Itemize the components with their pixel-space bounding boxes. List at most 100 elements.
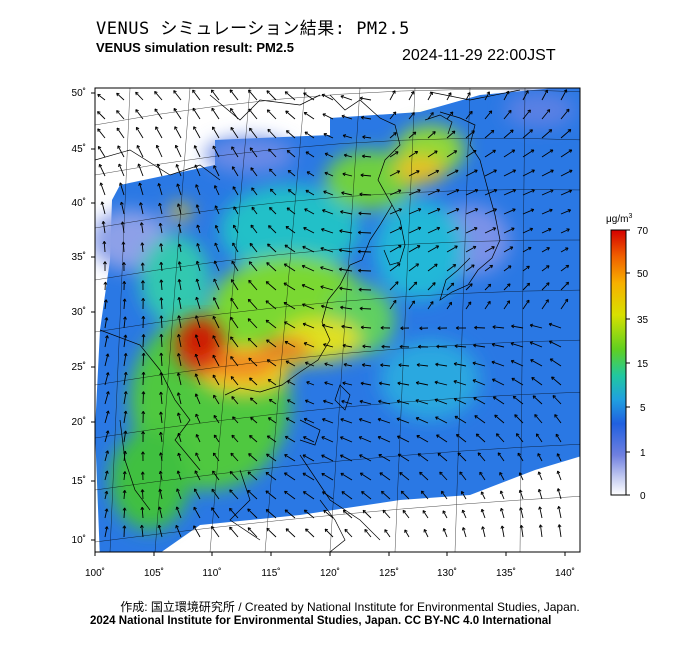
lon-label-125: 125˚ <box>379 567 399 579</box>
wind-arrow <box>122 241 125 253</box>
wind-arrow <box>402 510 410 519</box>
wind-arrowhead <box>437 452 442 457</box>
wind-arrowhead <box>566 228 570 232</box>
wind-arrow <box>484 91 490 101</box>
wind-arrowhead <box>397 189 402 193</box>
wind-arrow <box>320 247 334 253</box>
wind-arrowhead <box>231 260 235 265</box>
wind-arrow <box>511 377 524 386</box>
wind-arrowhead <box>396 417 400 422</box>
wind-arrowhead <box>437 326 441 331</box>
wind-arrowhead <box>413 281 418 286</box>
wind-arrowhead <box>194 315 199 319</box>
wind-arrowhead <box>324 528 329 533</box>
wind-arrowhead <box>123 430 128 434</box>
wind-arrowhead <box>177 333 181 338</box>
wind-arrowhead <box>360 325 364 330</box>
wind-arrowhead <box>475 433 480 438</box>
wind-arrowhead <box>453 397 458 402</box>
wind-arrow <box>303 342 315 348</box>
wind-arrow <box>484 149 496 158</box>
wind-arrow <box>230 452 239 462</box>
wind-arrowhead <box>230 336 234 340</box>
wind-arrow <box>229 471 239 481</box>
lat-label-40: 40˚ <box>72 197 86 209</box>
wind-arrowhead <box>518 472 523 476</box>
wind-arrow <box>503 149 515 158</box>
colorbar-label-70: 70 <box>637 226 649 237</box>
wind-arrowhead <box>230 126 234 131</box>
wind-arrow <box>465 208 478 215</box>
wind-arrow <box>520 507 524 519</box>
wind-arrow <box>304 208 315 215</box>
wind-arrow <box>359 400 372 405</box>
wind-arrowhead <box>402 509 407 514</box>
wind-arrowhead <box>194 164 198 168</box>
wind-arrow <box>268 148 277 158</box>
wind-arrow <box>142 391 144 405</box>
wind-arrowhead <box>194 393 199 397</box>
wind-arrow <box>194 470 201 481</box>
pm25-map: 50˚ 45˚ 40˚ 35˚ 30˚ 25˚ 20˚ 15˚ 10˚ 100˚… <box>72 87 649 579</box>
wind-arrowhead <box>469 110 473 115</box>
wind-arrowhead <box>176 372 181 376</box>
map-frame <box>94 87 581 553</box>
wind-arrowhead <box>340 210 344 214</box>
wind-arrowhead <box>450 282 455 287</box>
wind-arrow <box>214 242 220 253</box>
wind-arrow <box>427 112 434 120</box>
wind-arrow <box>541 282 550 291</box>
wind-arrowhead <box>213 414 217 419</box>
wind-arrow <box>442 510 448 519</box>
wind-arrowhead <box>212 297 217 301</box>
wind-arrow <box>104 299 107 310</box>
wind-arrow <box>560 129 572 139</box>
wind-arrowhead <box>211 107 215 112</box>
wind-arrowhead <box>341 399 345 404</box>
wind-arrowhead <box>324 362 328 367</box>
wind-arrow <box>408 91 415 101</box>
wind-arrow <box>560 189 572 196</box>
wind-arrowhead <box>519 525 524 529</box>
wind-arrow <box>462 527 467 538</box>
wind-arrowhead <box>461 491 465 495</box>
wind-arrow <box>436 345 448 348</box>
wind-arrowhead <box>435 169 440 174</box>
wind-arrow <box>359 307 372 310</box>
wind-arrow <box>344 528 353 538</box>
wind-arrowhead <box>157 524 162 529</box>
wind-arrowhead <box>474 415 478 419</box>
wind-arrow <box>324 528 334 538</box>
wind-arrow <box>397 435 410 443</box>
wind-arrowhead <box>448 92 452 96</box>
wind-arrow <box>140 222 144 234</box>
wind-arrow <box>541 169 554 177</box>
wind-arrow <box>557 488 562 500</box>
wind-arrow <box>267 379 277 386</box>
wind-arrowhead <box>268 398 273 403</box>
wind-arrow <box>482 526 486 538</box>
wind-arrowhead <box>157 183 162 187</box>
wind-arrowhead <box>123 334 128 338</box>
wind-arrowhead <box>303 417 308 422</box>
wind-arrow <box>270 188 277 196</box>
wind-arrow <box>286 150 296 158</box>
wind-arrow <box>139 182 144 196</box>
wind-arrowhead <box>97 111 101 115</box>
wind-arrow <box>341 491 353 500</box>
wind-arrow <box>306 381 315 386</box>
wind-arrowhead <box>380 363 384 368</box>
wind-arrowhead <box>399 344 403 349</box>
wind-arrow <box>340 211 353 215</box>
wind-arrow <box>303 491 315 500</box>
wind-arrowhead <box>322 491 326 495</box>
wind-arrowhead <box>250 167 254 171</box>
wind-arrowhead <box>302 322 307 327</box>
wind-arrowhead <box>549 358 554 362</box>
wind-arrowhead <box>358 436 363 440</box>
wind-arrowhead <box>176 488 180 492</box>
wind-arrowhead <box>196 243 200 247</box>
wind-arrow <box>247 318 258 329</box>
wind-arrowhead <box>104 470 109 474</box>
wind-arrow <box>408 263 419 272</box>
